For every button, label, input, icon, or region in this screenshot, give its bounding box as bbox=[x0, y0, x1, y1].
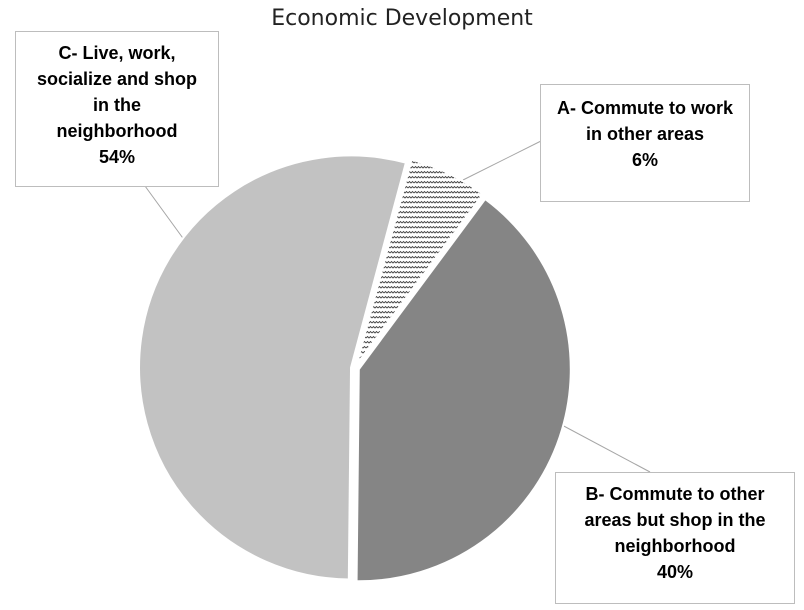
slice-label-b-line-1: B- Commute to other bbox=[585, 484, 765, 504]
slice-label-c-line-2: socialize and shop bbox=[36, 69, 198, 89]
pie-slice-a bbox=[355, 158, 485, 365]
pie-slice-b bbox=[355, 197, 572, 583]
slice-value-c: 54% bbox=[98, 147, 136, 167]
slice-label-b-line-3: neighborhood bbox=[614, 536, 736, 556]
slice-label-c-line-4: neighborhood bbox=[56, 121, 178, 141]
slice-label-a-line-1: A- Commute to work bbox=[556, 98, 733, 118]
pie-slices bbox=[138, 154, 572, 583]
callout-leader-lines bbox=[144, 140, 651, 473]
leader-line-b bbox=[559, 423, 651, 473]
slice-label-b-line-2: areas but shop in the bbox=[584, 510, 766, 530]
slice-label-a: A- Commute to work in other areas 6% bbox=[540, 84, 750, 202]
leader-line-a bbox=[462, 140, 542, 181]
slice-label-c-line-1: C- Live, work, bbox=[58, 43, 176, 63]
chart-title: Economic Development bbox=[271, 6, 533, 31]
slice-label-c: C- Live, work, socialize and shop in the… bbox=[15, 31, 219, 187]
slice-value-b: 40% bbox=[656, 562, 694, 582]
pie-slice-c bbox=[138, 154, 408, 581]
slice-label-b: B- Commute to other areas but shop in th… bbox=[555, 472, 795, 604]
leader-line-c bbox=[144, 185, 186, 242]
slice-value-a: 6% bbox=[631, 150, 658, 170]
slice-label-a-line-2: in other areas bbox=[585, 124, 705, 144]
slice-label-c-line-3: in the bbox=[93, 95, 141, 115]
